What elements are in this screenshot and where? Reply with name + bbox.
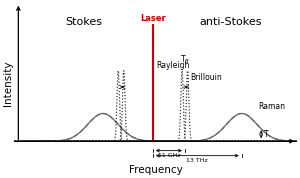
- Text: T: T: [264, 130, 268, 139]
- Text: Brillouin: Brillouin: [190, 73, 222, 82]
- Text: Raman: Raman: [259, 102, 286, 111]
- Text: anti-Stokes: anti-Stokes: [200, 17, 262, 27]
- Text: Stokes: Stokes: [65, 17, 102, 27]
- X-axis label: Frequency: Frequency: [129, 165, 183, 175]
- Text: Laser: Laser: [140, 14, 166, 23]
- Text: Rayleigh: Rayleigh: [156, 61, 190, 70]
- Y-axis label: Intensity: Intensity: [3, 61, 13, 106]
- Text: T$_B$: T$_B$: [180, 53, 190, 66]
- Text: 11 GHz: 11 GHz: [158, 153, 180, 158]
- Text: 13 THz: 13 THz: [186, 158, 208, 163]
